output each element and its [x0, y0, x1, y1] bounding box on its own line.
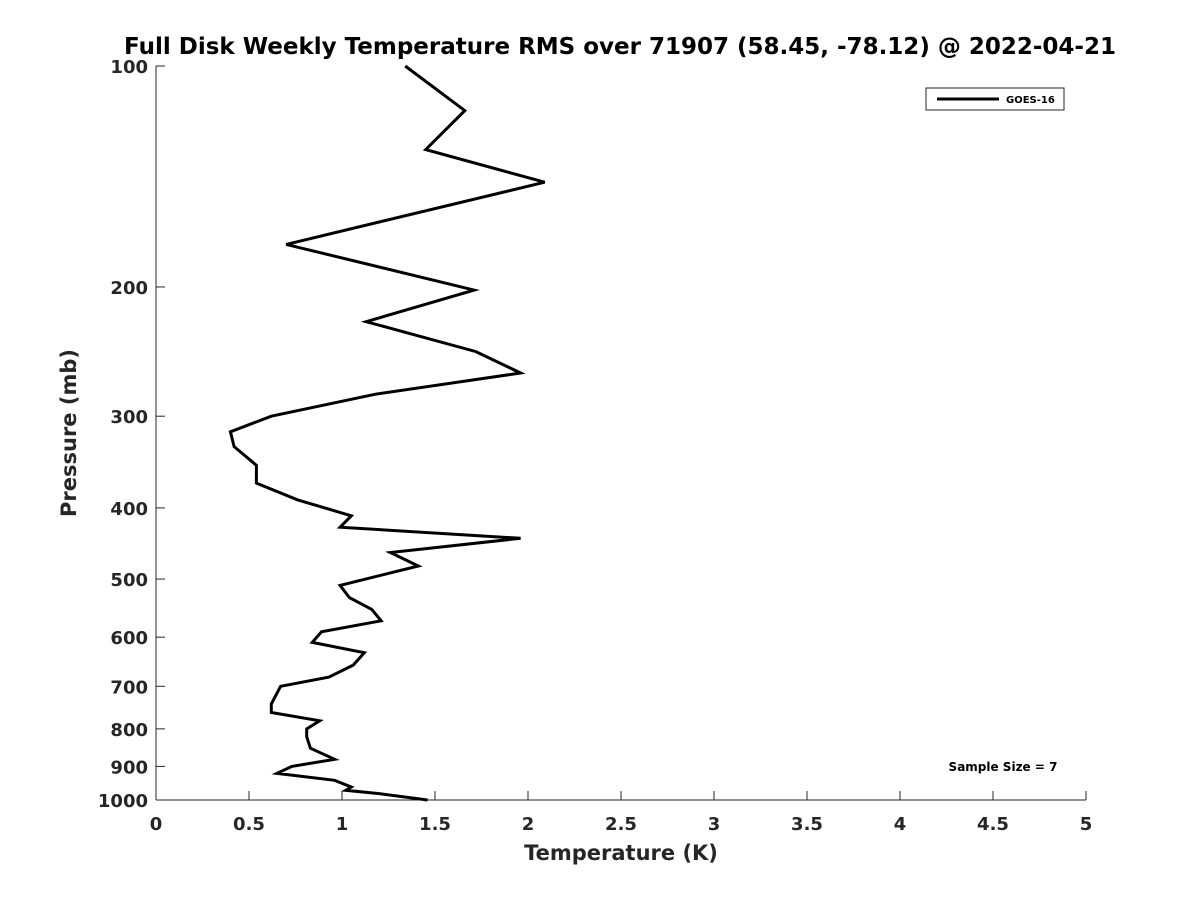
x-tick-label: 1 [336, 814, 349, 835]
y-tick-label: 100 [110, 57, 148, 78]
y-tick-label: 400 [110, 499, 148, 520]
y-ticks: 100 200 300 400 500 600 700 800 900 1000 [98, 57, 165, 812]
x-tick-label: 2.5 [605, 814, 637, 835]
x-tick-label: 5 [1080, 814, 1093, 835]
x-axis-label: Temperature (K) [524, 841, 718, 865]
axes [155, 66, 1086, 801]
x-ticks: 0 0.5 1 1.5 2 2.5 3 3.5 4 4.5 5 [150, 791, 1093, 835]
x-tick-label: 3 [708, 814, 721, 835]
series-line-goes-16 [228, 64, 546, 802]
series-layer [228, 64, 546, 802]
y-tick-label: 1000 [98, 791, 148, 812]
sample-size-annotation: Sample Size = 7 [949, 760, 1058, 774]
y-tick-label: 700 [110, 677, 148, 698]
y-tick-label: 500 [110, 570, 148, 591]
x-tick-label: 4 [894, 814, 907, 835]
x-tick-label: 1.5 [419, 814, 451, 835]
x-tick-label: 0.5 [233, 814, 265, 835]
y-tick-label: 600 [110, 628, 148, 649]
legend: GOES-16 [925, 87, 1065, 111]
x-tick-label: 4.5 [977, 814, 1009, 835]
y-tick-label: 900 [110, 757, 148, 778]
x-tick-label: 0 [150, 814, 163, 835]
y-tick-label: 200 [110, 278, 148, 299]
legend-label-goes-16: GOES-16 [1006, 95, 1055, 106]
x-tick-label: 2 [522, 814, 535, 835]
x-tick-label: 3.5 [791, 814, 823, 835]
chart-title: Full Disk Weekly Temperature RMS over 71… [124, 34, 1116, 60]
y-tick-label: 800 [110, 720, 148, 741]
y-axis-label: Pressure (mb) [57, 349, 81, 517]
y-tick-label: 300 [110, 407, 148, 428]
